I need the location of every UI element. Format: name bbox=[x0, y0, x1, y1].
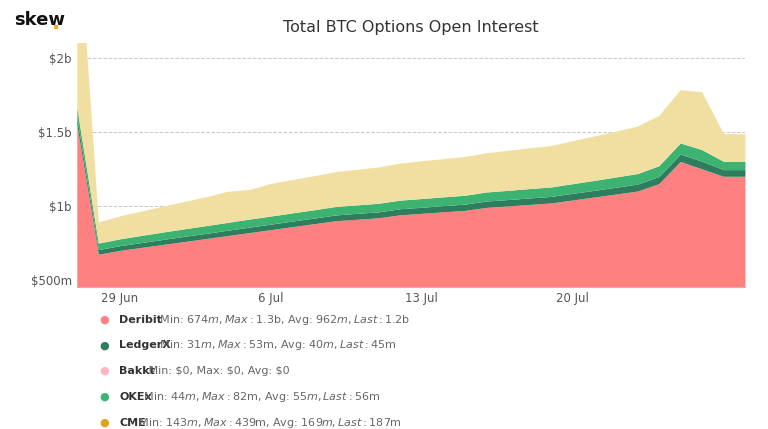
Text: Min: $143m, Max: $439m, Avg: $169m, Last: $187m: Min: $143m, Max: $439m, Avg: $169m, Last… bbox=[134, 416, 401, 429]
Text: ●: ● bbox=[100, 392, 110, 402]
Text: .: . bbox=[52, 13, 61, 33]
Title: Total BTC Options Open Interest: Total BTC Options Open Interest bbox=[283, 20, 538, 35]
Text: ●: ● bbox=[100, 417, 110, 428]
Text: skew: skew bbox=[14, 11, 65, 29]
Text: Min: $44m, Max: $82m, Avg: $55m, Last: $56m: Min: $44m, Max: $82m, Avg: $55m, Last: $… bbox=[140, 390, 380, 404]
Text: Bakkt: Bakkt bbox=[119, 366, 155, 376]
Text: CME: CME bbox=[119, 417, 146, 428]
Text: ●: ● bbox=[100, 314, 110, 325]
Text: Deribit: Deribit bbox=[119, 314, 162, 325]
Text: OKEx: OKEx bbox=[119, 392, 151, 402]
Text: ●: ● bbox=[100, 366, 110, 376]
Text: ●: ● bbox=[100, 340, 110, 350]
Text: LedgerX: LedgerX bbox=[119, 340, 171, 350]
Text: Min: $0, Max: $0, Avg: $0: Min: $0, Max: $0, Avg: $0 bbox=[145, 366, 290, 376]
Text: Min: $674m, Max: $1.3b, Avg: $962m, Last: $1.2b: Min: $674m, Max: $1.3b, Avg: $962m, Last… bbox=[156, 313, 409, 326]
Text: Min: $31m, Max: $53m, Avg: $40m, Last: $45m: Min: $31m, Max: $53m, Avg: $40m, Last: $… bbox=[156, 338, 396, 352]
